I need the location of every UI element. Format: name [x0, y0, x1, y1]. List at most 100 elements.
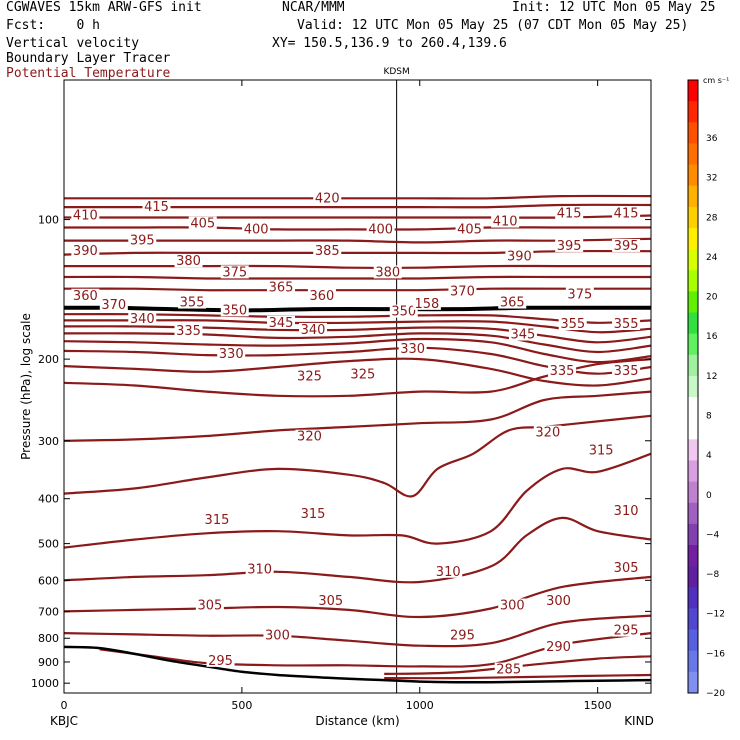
- contour-label-bg: [612, 503, 641, 517]
- contour-label-415: 415: [614, 206, 639, 221]
- contour-label-350: 350: [222, 303, 247, 318]
- contour-label-bg: [565, 287, 594, 301]
- field-boundary-layer-tracer: Boundary Layer Tracer: [6, 51, 171, 66]
- colorbar-swatch: [688, 291, 698, 314]
- contour-label-bg: [174, 324, 203, 338]
- contour-label-bg: [448, 628, 477, 642]
- center-label: NCAR/MMM: [282, 0, 345, 15]
- contour-label-390: 390: [73, 244, 98, 259]
- isentrope-300: [63, 614, 652, 648]
- contour-label-bg: [555, 238, 584, 252]
- contour-label-bg: [544, 594, 573, 608]
- contour-label-405: 405: [457, 222, 482, 237]
- contour-label-310: 310: [614, 504, 639, 519]
- contour-label-bg: [348, 367, 377, 381]
- contour-label-bg: [558, 317, 587, 331]
- contour-label-415: 415: [557, 206, 582, 221]
- contour-label-bg: [366, 222, 395, 236]
- contour-label-395: 395: [130, 234, 155, 249]
- contour-label-295: 295: [450, 629, 475, 644]
- colorbar-swatch: [688, 122, 698, 144]
- y-tick-label: 200: [38, 353, 59, 366]
- isentrope-395: [63, 249, 652, 256]
- contour-label-bg: [313, 244, 342, 258]
- forecast-hour: Fcst: 0 h: [6, 18, 100, 33]
- contour-label-bg: [295, 429, 324, 443]
- contour-label-300: 300: [265, 629, 290, 644]
- isentrope-355: [63, 325, 652, 344]
- contour-label-bg: [188, 216, 217, 230]
- contour-label-bg: [142, 200, 171, 214]
- contour-label-325: 325: [350, 368, 375, 383]
- x-tick-label: 1500: [584, 699, 612, 712]
- isentrope-290: [384, 655, 652, 675]
- contour-label-bg: [498, 598, 527, 612]
- contour-label-bg: [71, 288, 100, 302]
- colorbar-swatch: [688, 481, 698, 504]
- contour-label-320: 320: [297, 430, 322, 445]
- colorbar-swatch: [688, 460, 698, 483]
- contour-label-315: 315: [301, 507, 326, 522]
- terrain-line: [63, 645, 652, 684]
- isentrope-400: [64, 237, 652, 244]
- y-tick-label: 700: [38, 605, 59, 618]
- contour-label-bg: [99, 298, 128, 312]
- contour-label-bg: [612, 561, 641, 575]
- contour-label-315: 315: [589, 444, 614, 459]
- colorbar-swatch: [688, 227, 698, 250]
- contour-label-bg: [548, 363, 577, 377]
- isentrope-320: [63, 414, 652, 498]
- colorbar-swatch: [688, 650, 698, 673]
- isentrope-345: [63, 337, 652, 364]
- colorbar-swatch: [688, 270, 698, 292]
- contour-label-420: 420: [315, 191, 340, 206]
- contour-label-335: 335: [614, 364, 639, 379]
- contour-label-365: 365: [500, 296, 525, 311]
- isentrope-285: [384, 673, 652, 680]
- colorbar-swatch: [688, 608, 698, 631]
- y-tick-label: 500: [38, 538, 59, 551]
- colorbar-label: 4: [706, 451, 712, 461]
- contour-label-395: 395: [614, 239, 639, 254]
- contour-label-355: 355: [560, 317, 585, 332]
- contour-label-400: 400: [244, 222, 269, 237]
- isentrope-335: [63, 357, 652, 387]
- isentrope-350: [63, 332, 652, 354]
- tropopause-line: [63, 305, 651, 313]
- contour-label-305: 305: [318, 594, 343, 609]
- contour-label-bg: [206, 653, 235, 667]
- contour-label-bg: [434, 564, 463, 578]
- contour-label-300: 300: [546, 594, 571, 609]
- contour-label-305: 305: [614, 561, 639, 576]
- model-title: CGWAVES 15km ARW-GFS init: [6, 0, 202, 15]
- contour-label-360: 360: [73, 289, 98, 304]
- colorbar-label: −16: [706, 649, 725, 659]
- colorbar-label: −4: [706, 530, 720, 540]
- contour-label-bg: [373, 265, 402, 279]
- contour-label-bg: [128, 312, 157, 326]
- colorbar-label: −12: [706, 610, 725, 620]
- contour-label-bg: [299, 322, 328, 336]
- isentrope-305: [63, 575, 652, 619]
- contour-label-325: 325: [297, 369, 322, 384]
- y-tick-label: 900: [38, 656, 59, 669]
- colorbar-swatch: [688, 333, 698, 356]
- contour-label-bg: [313, 191, 342, 205]
- colorbar-swatch: [688, 523, 698, 546]
- contour-label-bg: [202, 513, 231, 527]
- contour-label-bg: [174, 254, 203, 268]
- contour-label-305: 305: [197, 599, 222, 614]
- contour-label-370: 370: [450, 285, 475, 300]
- contour-label-395: 395: [557, 239, 582, 254]
- colorbar-swatch: [688, 206, 698, 229]
- colorbar-label: 32: [706, 174, 717, 184]
- contour-label-390: 390: [507, 249, 532, 264]
- contour-label-bg: [263, 628, 292, 642]
- colorbar-swatch: [688, 587, 698, 609]
- colorbar-swatch: [688, 566, 698, 588]
- contour-label-405: 405: [190, 217, 215, 232]
- colorbar-label: 0: [706, 491, 712, 501]
- isentrope-420: [63, 194, 652, 200]
- contour-label-315: 315: [205, 513, 230, 528]
- colorbar-swatch: [688, 101, 698, 123]
